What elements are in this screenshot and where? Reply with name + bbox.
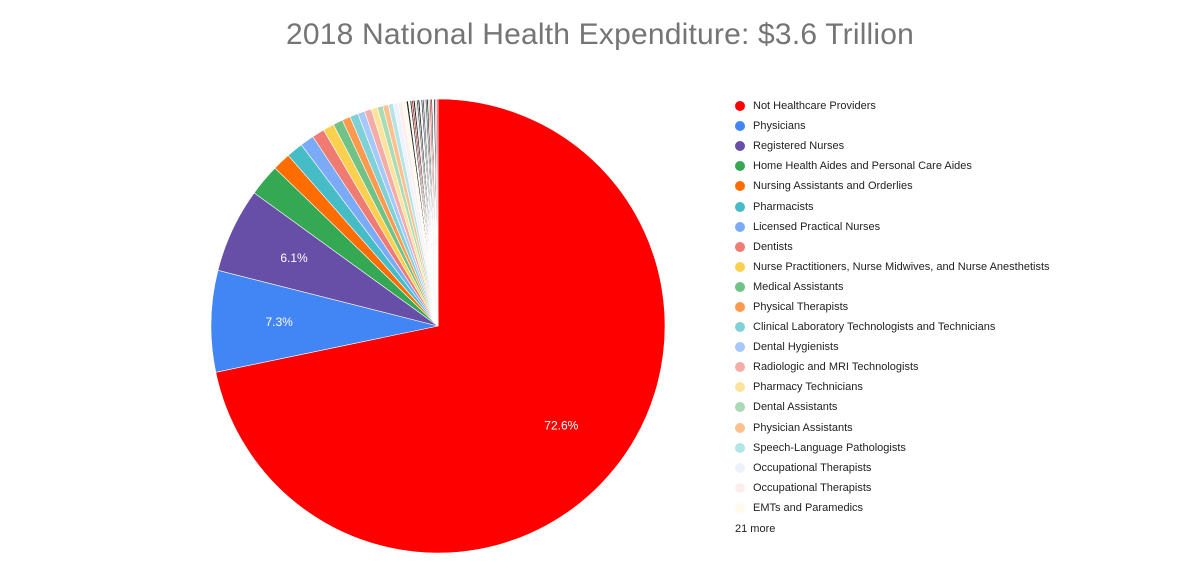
legend-swatch (735, 201, 745, 212)
legend-swatch (735, 342, 745, 353)
legend-label: Pharmacists (753, 200, 814, 213)
legend-label: Radiologic and MRI Technologists (753, 361, 919, 374)
legend-swatch (735, 482, 745, 493)
legend-label: Dental Hygienists (753, 341, 839, 354)
legend-item[interactable]: Licensed Practical Nurses (735, 217, 1185, 237)
legend-label: Pharmacy Technicians (753, 381, 863, 394)
legend-swatch (735, 121, 745, 132)
legend-swatch (735, 181, 745, 192)
legend-label: Nurse Practitioners, Nurse Midwives, and… (753, 260, 1050, 273)
legend-item[interactable]: Not Healthcare Providers (735, 96, 1185, 116)
pie-label-3: 6.1% (280, 251, 308, 265)
legend-label: Occupational Therapists (753, 461, 872, 474)
legend: Not Healthcare Providers Physicians Regist… (735, 96, 1185, 539)
legend-item[interactable]: Occupational Therapists (735, 458, 1185, 478)
legend-item[interactable]: Dentists (735, 237, 1185, 257)
legend-swatch (735, 281, 745, 292)
legend-label: Dentists (753, 240, 793, 253)
legend-swatch (735, 442, 745, 453)
legend-item[interactable]: Pharmacy Technicians (735, 377, 1185, 397)
legend-item[interactable]: Occupational Therapists (735, 478, 1185, 498)
legend-item[interactable]: Pharmacists (735, 196, 1185, 216)
legend-swatch (735, 402, 745, 413)
legend-label: Not Healthcare Providers (753, 100, 876, 113)
legend-label: Physical Therapists (753, 300, 849, 313)
legend-swatch (735, 422, 745, 433)
legend-items: Not Healthcare Providers Physicians Regist… (735, 96, 1185, 518)
legend-item[interactable]: EMTs and Paramedics (735, 498, 1185, 518)
legend-swatch (735, 141, 745, 152)
pie-chart: 72.6% 7.3% 6.1% (210, 98, 666, 554)
legend-swatch (735, 462, 745, 473)
legend-item[interactable]: Dental Hygienists (735, 337, 1185, 357)
legend-swatch (735, 221, 745, 232)
legend-item[interactable]: Radiologic and MRI Technologists (735, 357, 1185, 377)
legend-item[interactable]: Physical Therapists (735, 297, 1185, 317)
legend-more-link[interactable]: 21 more (735, 522, 776, 535)
pie-slice-2[interactable] (210, 269, 439, 373)
legend-swatch (735, 502, 745, 513)
legend-label: Physicians (753, 120, 806, 133)
legend-item[interactable]: Medical Assistants (735, 277, 1185, 297)
legend-label: Nursing Assistants and Orderlies (753, 180, 913, 193)
legend-swatch (735, 101, 745, 112)
chart-title: 2018 National Health Expenditure: $3.6 T… (285, 18, 915, 51)
legend-item[interactable]: Dental Assistants (735, 397, 1185, 417)
legend-item[interactable]: Speech-Language Pathologists (735, 438, 1185, 458)
legend-label: EMTs and Paramedics (753, 501, 864, 514)
legend-label: Dental Assistants (753, 401, 838, 414)
legend-item[interactable]: Registered Nurses (735, 136, 1185, 156)
pie-slice-1[interactable] (215, 98, 666, 554)
legend-label: Home Health Aides and Personal Care Aide… (753, 160, 972, 173)
pie-label-1: 72.6% (544, 418, 578, 432)
legend-label: Clinical Laboratory Technologists and Te… (753, 321, 996, 334)
legend-swatch (735, 301, 745, 312)
legend-swatch (735, 261, 745, 272)
legend-swatch (735, 322, 745, 333)
pie-slice-other-21[interactable] (436, 98, 439, 327)
legend-label: Physician Assistants (753, 421, 853, 434)
legend-item[interactable]: Home Health Aides and Personal Care Aide… (735, 156, 1185, 176)
legend-label: Speech-Language Pathologists (753, 441, 906, 454)
legend-item[interactable]: Physician Assistants (735, 418, 1185, 438)
legend-item[interactable]: Clinical Laboratory Technologists and Te… (735, 317, 1185, 337)
legend-label: Registered Nurses (753, 140, 845, 153)
legend-item[interactable]: Physicians (735, 116, 1185, 136)
legend-label: Licensed Practical Nurses (753, 220, 881, 233)
legend-label: Occupational Therapists (753, 481, 872, 494)
legend-item[interactable]: Nursing Assistants and Orderlies (735, 176, 1185, 196)
legend-swatch (735, 362, 745, 373)
pie-label-2: 7.3% (265, 315, 293, 329)
legend-swatch (735, 382, 745, 393)
legend-item[interactable]: Nurse Practitioners, Nurse Midwives, and… (735, 257, 1185, 277)
legend-swatch (735, 161, 745, 172)
legend-label: Medical Assistants (753, 280, 844, 293)
legend-swatch (735, 241, 745, 252)
